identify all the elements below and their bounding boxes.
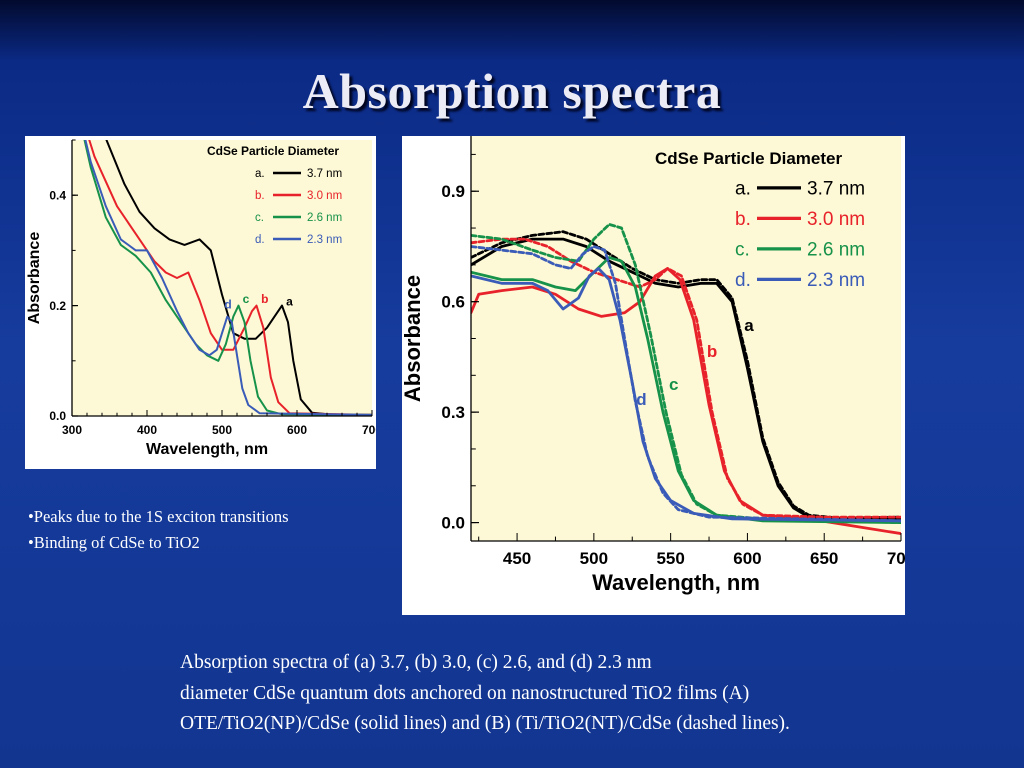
bullet-list: •Peaks due to the 1S exciton transitions… — [28, 504, 289, 556]
legend-label-c: 2.6 nm — [807, 240, 865, 261]
figure-caption: Absorption spectra of (a) 3.7, (b) 3.0, … — [180, 648, 990, 740]
legend-label-c: 2.6 nm — [307, 212, 342, 224]
caption-line: OTE/TiO2(NP)/CdSe (solid lines) and (B) … — [180, 713, 790, 734]
plot-area — [72, 140, 372, 416]
slide-title: Absorption spectra — [302, 63, 722, 119]
curve-label-c: c — [243, 292, 250, 306]
bullet-item: •Peaks due to the 1S exciton transitions — [28, 507, 289, 526]
bullet-item: •Binding of CdSe to TiO2 — [28, 533, 200, 552]
caption-line: diameter CdSe quantum dots anchored on n… — [180, 682, 750, 704]
legend-label-b: 3.0 nm — [807, 209, 865, 230]
legend-key-c: c. — [255, 212, 264, 224]
x-tick-label: 500 — [580, 549, 608, 568]
series-line-b-dashed — [471, 237, 901, 519]
legend-title: CdSe Particle Diameter — [655, 149, 842, 168]
series-line-c-solid — [83, 140, 372, 416]
series-group — [83, 140, 372, 416]
y-tick-label: 0.6 — [441, 293, 465, 312]
legend-title: CdSe Particle Diameter — [207, 144, 339, 158]
series-line-a-dashed — [471, 230, 901, 520]
absorption-chart-left: 300 400 500 600 700 0.0 0.2 0.4 Wavelength, nm Ab… — [25, 136, 376, 469]
y-tick-label: 0.0 — [49, 409, 66, 423]
curve-label-b: b — [707, 342, 717, 361]
legend-label-d: 2.3 nm — [307, 234, 342, 246]
plot-area — [471, 136, 901, 541]
absorption-chart-right: 450 500 550 600 650 700 0.0 0.3 0.6 0.9 Wavelength… — [402, 136, 905, 615]
legend-key-a: a. — [255, 168, 265, 180]
series-line-a-solid — [471, 237, 901, 521]
legend-key-b: b. — [255, 190, 265, 202]
caption-line: Absorption spectra of (a) 3.7, (b) 3.0, … — [180, 652, 652, 673]
series-line-d-solid — [84, 140, 372, 416]
legend-key-a: a. — [735, 179, 751, 200]
curve-label-a: a — [286, 295, 293, 309]
curve-label-d: d — [224, 297, 231, 311]
y-axis-label: Absorbance — [26, 232, 43, 325]
series-line-c-dashed — [471, 223, 901, 524]
legend-label-a: 3.7 nm — [307, 168, 342, 180]
series-line-d-dashed — [471, 245, 901, 523]
legend-key-c: c. — [735, 240, 750, 261]
x-tick-label: 700 — [887, 549, 905, 568]
y-tick-label: 0.4 — [49, 188, 66, 202]
y-tick-label: 0.3 — [441, 403, 465, 422]
legend-label-a: 3.7 nm — [807, 179, 865, 200]
legend-label-d: 2.3 nm — [807, 270, 865, 291]
curve-label-a: a — [744, 316, 754, 335]
x-tick-label: 400 — [137, 423, 157, 437]
x-tick-label: 550 — [656, 549, 684, 568]
x-tick-label: 600 — [733, 549, 761, 568]
series-line-b-solid — [88, 140, 372, 416]
curve-label-c: c — [669, 375, 678, 394]
legend-key-d: d. — [255, 234, 265, 246]
legend-label-b: 3.0 nm — [307, 190, 342, 202]
x-tick-label: 650 — [810, 549, 838, 568]
x-tick-label: 300 — [62, 423, 82, 437]
x-tick-label: 500 — [212, 423, 232, 437]
curve-label-b: b — [261, 292, 268, 306]
legend-key-d: d. — [735, 270, 751, 291]
legend-key-b: b. — [735, 209, 751, 230]
y-tick-label: 0.2 — [49, 299, 66, 313]
series-line-a-solid — [105, 140, 372, 416]
x-tick-label: 450 — [503, 549, 531, 568]
series-group — [471, 223, 901, 535]
y-tick-label: 0.0 — [441, 514, 465, 533]
x-tick-label: 600 — [287, 423, 307, 437]
series-line-d-solid — [471, 267, 901, 523]
y-axis-label: Absorbance — [402, 275, 425, 402]
y-tick-label: 0.9 — [441, 182, 465, 201]
x-tick-label: 700 — [362, 423, 376, 437]
x-axis-label: Wavelength, nm — [146, 441, 268, 458]
x-axis-label: Wavelength, nm — [592, 570, 760, 595]
curve-label-d: d — [636, 390, 646, 409]
